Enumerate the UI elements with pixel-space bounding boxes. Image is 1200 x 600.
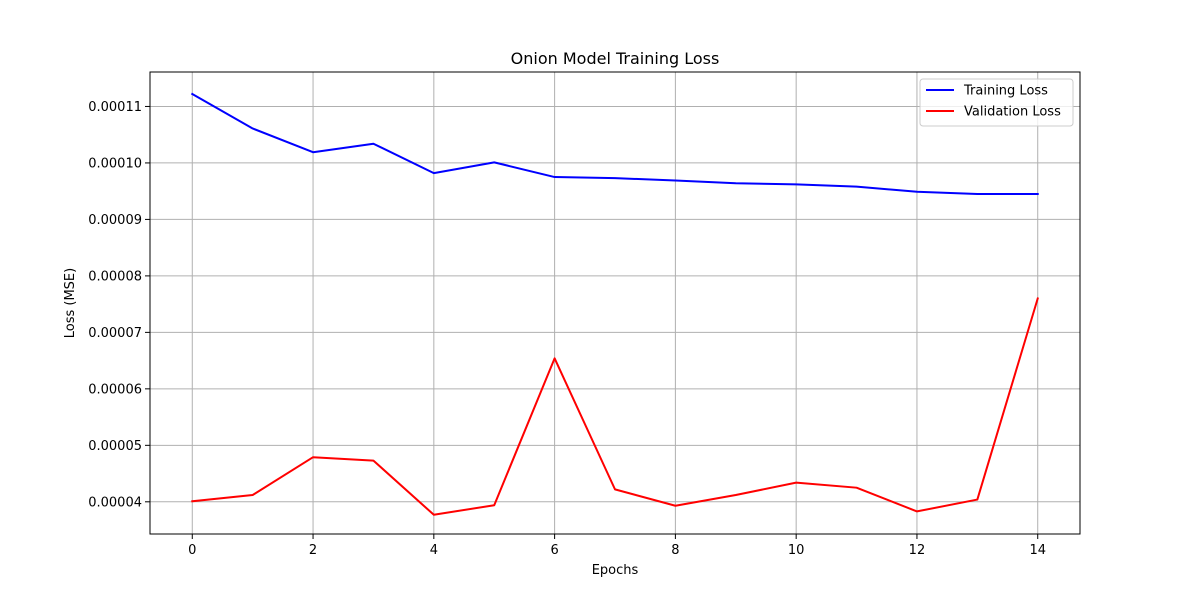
axes-frame [149, 71, 1081, 535]
x-tick-label: 12 [909, 543, 926, 558]
y-tick-label: 0.00005 [88, 439, 142, 454]
series-line-training-loss [190, 92, 1039, 195]
legend-label-training-loss: Training Loss [963, 84, 1048, 99]
legend-box [919, 78, 1074, 127]
x-tick-label: 4 [430, 543, 438, 558]
x-tick-label: 0 [188, 543, 196, 558]
y-tick-label: 0.00009 [88, 213, 142, 228]
y-axis-label: Loss (MSE) [63, 268, 78, 338]
chart-title: Onion Model Training Loss [511, 49, 720, 68]
y-tick-label: 0.00007 [88, 326, 142, 341]
grid [150, 72, 1080, 534]
y-tick-label: 0.00011 [88, 100, 142, 115]
x-axis-label: Epochs [592, 563, 639, 578]
legend-label-validation-loss: Validation Loss [964, 105, 1061, 120]
x-tick-label: 10 [788, 543, 805, 558]
series-line-validation-loss [191, 297, 1039, 516]
x-tick-label: 2 [309, 543, 317, 558]
y-tick-label: 0.00004 [88, 495, 142, 510]
x-tick-label: 8 [671, 543, 679, 558]
x-tick-label: 14 [1029, 543, 1046, 558]
y-tick-label: 0.00008 [88, 269, 142, 284]
y-tick-label: 0.00006 [88, 382, 142, 397]
y-tick-label: 0.00010 [88, 156, 142, 171]
y-axis-ticks: 0.00004 0.00005 0.00006 0.00007 0.00008 0.000… [88, 100, 150, 510]
x-axis-ticks: 0 2 4 6 8 10 12 14 [188, 534, 1046, 558]
legend: Training Loss Validation Loss [919, 78, 1074, 127]
series-lines [190, 92, 1039, 516]
x-tick-label: 6 [550, 543, 558, 558]
